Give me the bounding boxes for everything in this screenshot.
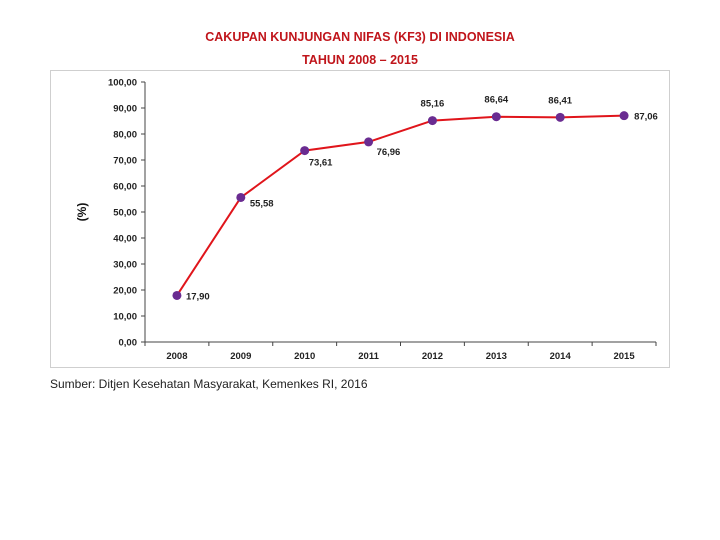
data-label: 17,90 — [186, 291, 210, 302]
x-tick-label: 2009 — [230, 351, 251, 362]
x-tick-label: 2010 — [294, 351, 315, 362]
data-point — [172, 290, 182, 300]
data-point — [619, 111, 629, 121]
y-tick-label: 50,00 — [113, 208, 137, 219]
y-tick-label: 40,00 — [113, 234, 137, 245]
source-note: Sumber: Ditjen Kesehatan Masyarakat, Kem… — [50, 377, 368, 391]
x-tick-label: 2013 — [486, 351, 507, 362]
y-tick-label: 70,00 — [113, 156, 137, 167]
chart-frame — [50, 70, 670, 368]
data-label: 85,16 — [421, 99, 445, 110]
y-tick-label: 20,00 — [113, 286, 137, 297]
x-tick-label: 2011 — [358, 351, 379, 362]
data-point — [491, 112, 501, 122]
data-label: 86,41 — [548, 95, 572, 106]
y-tick-label: 80,00 — [113, 130, 137, 141]
x-tick-label: 2014 — [550, 351, 572, 362]
chart-title: CAKUPAN KUNJUNGAN NIFAS (KF3) DI INDONES… — [205, 30, 515, 44]
x-tick-label: 2012 — [422, 351, 443, 362]
x-tick-label: 2008 — [166, 351, 187, 362]
data-label: 87,06 — [634, 112, 658, 123]
data-label: 86,64 — [484, 95, 508, 106]
data-point — [555, 112, 565, 122]
x-tick-label: 2015 — [613, 351, 635, 362]
y-axis-title: (%) — [75, 203, 89, 222]
y-tick-label: 30,00 — [113, 260, 137, 271]
y-tick-label: 0,00 — [119, 338, 138, 349]
chart-subtitle: TAHUN 2008 – 2015 — [302, 53, 418, 67]
data-label: 73,61 — [309, 158, 333, 169]
data-point — [300, 146, 310, 156]
y-tick-label: 90,00 — [113, 104, 137, 115]
series-line — [176, 114, 625, 297]
y-tick-label: 60,00 — [113, 182, 137, 193]
data-label: 76,96 — [377, 147, 401, 158]
data-point — [236, 192, 246, 202]
data-point — [427, 116, 437, 126]
y-tick-label: 10,00 — [113, 312, 137, 323]
data-point — [364, 137, 374, 147]
y-tick-label: 100,00 — [108, 78, 137, 89]
data-label: 55,58 — [250, 198, 274, 209]
